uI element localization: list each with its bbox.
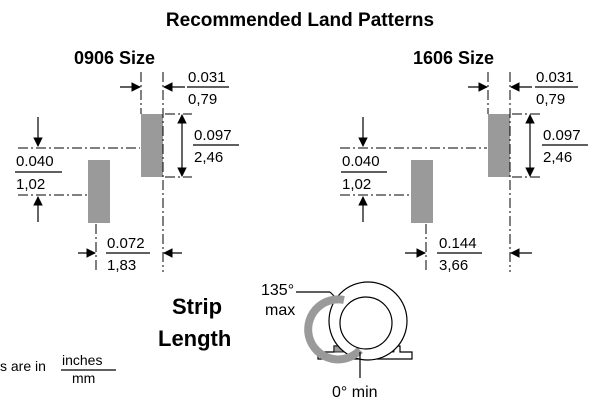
strip-length-section: Strip Length 135° max 0° min	[158, 281, 413, 401]
width-mm-1606: 0,79	[536, 91, 565, 108]
pad-top-0906	[141, 114, 163, 177]
width-inch-1606: 0.031	[536, 69, 574, 86]
strip-wrap	[304, 295, 363, 364]
pattern-0906: 0906 Size 0.031 0,79 0.097 2,46 0.040 1,…	[15, 48, 239, 274]
pad-bottom-1606	[411, 160, 433, 223]
height-mm-0906: 2,46	[194, 149, 223, 166]
spacing-inch-1606: 0.144	[439, 235, 477, 252]
strip-max-angle: 135°	[261, 282, 294, 299]
units-note: s are in inches mm	[0, 352, 116, 386]
height-inch-1606: 0.097	[543, 127, 581, 144]
height-inch-0906: 0.097	[194, 127, 232, 144]
strip-title-line1: Strip	[172, 294, 222, 319]
width-inch-0906: 0.031	[188, 69, 226, 86]
spacing-mm-0906: 1,83	[107, 257, 136, 274]
height-mm-1606: 2,46	[543, 149, 572, 166]
pad-top-1606	[488, 114, 510, 177]
coil-inner	[339, 296, 393, 350]
units-note-denominator: mm	[72, 370, 95, 386]
pad-bottom-0906	[88, 160, 110, 223]
strip-max-label: max	[265, 302, 295, 319]
strip-title-line2: Length	[158, 326, 231, 351]
offset-mm-0906: 1,02	[16, 176, 45, 193]
offset-inch-1606: 0.040	[342, 153, 380, 170]
diagram-title: Recommended Land Patterns	[166, 10, 434, 31]
size-label-0906: 0906 Size	[74, 48, 155, 68]
pattern-1606: 1606 Size 0.031 0,79 0.097 2,46 0.040 1,…	[340, 48, 588, 274]
strip-min-label: 0° min	[332, 384, 378, 401]
spacing-inch-0906: 0.072	[107, 235, 145, 252]
size-label-1606: 1606 Size	[413, 48, 494, 68]
width-mm-0906: 0,79	[188, 91, 217, 108]
units-note-prefix: s are in	[0, 358, 46, 374]
offset-mm-1606: 1,02	[342, 176, 371, 193]
spacing-mm-1606: 3,66	[439, 257, 468, 274]
offset-inch-0906: 0.040	[16, 153, 54, 170]
units-note-numerator: inches	[62, 352, 102, 368]
